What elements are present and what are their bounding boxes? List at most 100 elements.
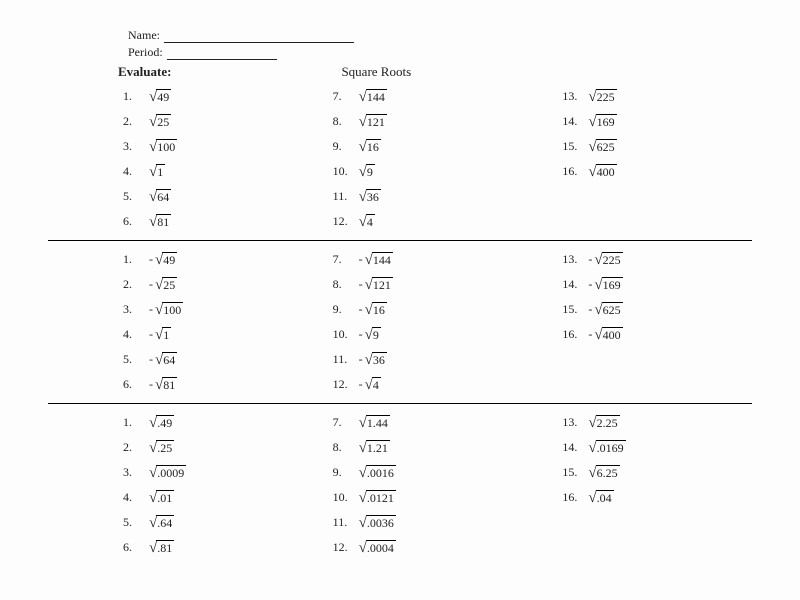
- problem-item: 10.√9: [333, 159, 523, 184]
- radicand-value: 81: [156, 214, 171, 229]
- radicand-value: 625: [596, 139, 617, 154]
- sqrt-symbol: √144: [365, 252, 393, 267]
- radicand-value: .0004: [366, 540, 396, 555]
- sqrt-expression: √1: [149, 164, 165, 179]
- problem-item: 9.√.0016: [333, 460, 523, 485]
- worksheet-page: Name: Period: Evaluate: Square Roots 1.√…: [0, 0, 800, 600]
- radical-sign-icon: √: [155, 278, 163, 292]
- sqrt-symbol: √81: [149, 214, 171, 229]
- column: 7.√1.448.√1.219.√.001610.√.012111.√.0036…: [333, 410, 523, 560]
- sqrt-symbol: √1: [149, 164, 165, 179]
- radicand-value: 625: [602, 302, 623, 317]
- sqrt-symbol: √64: [155, 352, 177, 367]
- radicand-value: .49: [156, 415, 174, 430]
- radicand-value: 49: [156, 89, 171, 104]
- title-row: Evaluate: Square Roots: [48, 64, 752, 80]
- problem-number: 14.: [562, 440, 588, 455]
- radical-sign-icon: √: [588, 165, 596, 179]
- problem-item: 11.√36: [333, 184, 523, 209]
- problem-item: 7.√144: [333, 84, 523, 109]
- column: 1.√492.√253.√1004.√15.√646.√81: [123, 84, 313, 234]
- negative-sign: -: [149, 277, 153, 292]
- problem-number: 9.: [333, 302, 359, 317]
- sqrt-symbol: √.49: [149, 415, 174, 430]
- problem-number: 6.: [123, 377, 149, 392]
- problem-number: 1.: [123, 415, 149, 430]
- radicand-value: 100: [162, 302, 183, 317]
- radicand-value: 36: [372, 352, 387, 367]
- radical-sign-icon: √: [149, 441, 157, 455]
- radical-sign-icon: √: [359, 90, 367, 104]
- worksheet-title: Square Roots: [341, 64, 411, 80]
- sqrt-symbol: √1: [155, 327, 171, 342]
- problem-section: 1.√492.√253.√1004.√15.√646.√817.√1448.√1…: [48, 84, 752, 234]
- sqrt-expression: √1.21: [359, 440, 390, 455]
- sqrt-expression: √36: [359, 189, 381, 204]
- problem-item: 7.√1.44: [333, 410, 523, 435]
- problem-item: 15.√625: [562, 134, 752, 159]
- radical-sign-icon: √: [149, 115, 157, 129]
- radical-sign-icon: √: [365, 328, 373, 342]
- radicand-value: 36: [366, 189, 381, 204]
- sqrt-expression: √.0016: [359, 465, 396, 480]
- sqrt-symbol: √25: [149, 114, 171, 129]
- problem-number: 15.: [562, 465, 588, 480]
- radicand-value: 1.44: [366, 415, 390, 430]
- problem-item: 7.-√144: [333, 247, 523, 272]
- sqrt-symbol: √36: [365, 352, 387, 367]
- problem-number: 11.: [333, 189, 359, 204]
- problem-number: 11.: [333, 515, 359, 530]
- column: 1.-√492.-√253.-√1004.-√15.-√646.-√81: [123, 247, 313, 397]
- radicand-value: 64: [156, 189, 171, 204]
- radicand-value: 169: [596, 114, 617, 129]
- section-divider: [48, 403, 752, 404]
- problem-number: 1.: [123, 89, 149, 104]
- column: 1.√.492.√.253.√.00094.√.015.√.646.√.81: [123, 410, 313, 560]
- radical-sign-icon: √: [149, 90, 157, 104]
- radical-sign-icon: √: [365, 278, 373, 292]
- sqrt-expression: -√400: [588, 327, 622, 342]
- sqrt-expression: -√81: [149, 377, 177, 392]
- problem-item: 1.√49: [123, 84, 313, 109]
- sqrt-symbol: √121: [359, 114, 387, 129]
- sqrt-expression: √100: [149, 139, 177, 154]
- negative-sign: -: [359, 327, 363, 342]
- problem-number: 3.: [123, 302, 149, 317]
- sqrt-expression: √225: [588, 89, 616, 104]
- problem-item: 14.√169: [562, 109, 752, 134]
- problem-number: 10.: [333, 490, 359, 505]
- negative-sign: -: [359, 252, 363, 267]
- sqrt-symbol: √81: [155, 377, 177, 392]
- radical-sign-icon: √: [594, 278, 602, 292]
- radical-sign-icon: √: [588, 115, 596, 129]
- problem-item: 6.√.81: [123, 535, 313, 560]
- problem-item: 12.-√4: [333, 372, 523, 397]
- problem-item: 13.√225: [562, 84, 752, 109]
- negative-sign: -: [149, 377, 153, 392]
- sqrt-expression: -√64: [149, 352, 177, 367]
- sqrt-symbol: √625: [594, 302, 622, 317]
- radical-sign-icon: √: [149, 190, 157, 204]
- sqrt-symbol: √9: [359, 164, 375, 179]
- sqrt-expression: √25: [149, 114, 171, 129]
- sqrt-symbol: √169: [588, 114, 616, 129]
- sqrt-symbol: √16: [365, 302, 387, 317]
- sqrt-expression: √49: [149, 89, 171, 104]
- problem-item: 16.√400: [562, 159, 752, 184]
- radical-sign-icon: √: [359, 140, 367, 154]
- problem-number: 9.: [333, 465, 359, 480]
- sqrt-expression: √.81: [149, 540, 174, 555]
- radical-sign-icon: √: [594, 253, 602, 267]
- radical-sign-icon: √: [359, 215, 367, 229]
- radical-sign-icon: √: [359, 115, 367, 129]
- radical-sign-icon: √: [359, 165, 367, 179]
- radicand-value: .0121: [366, 490, 396, 505]
- problem-number: 2.: [123, 114, 149, 129]
- radicand-value: .25: [156, 440, 174, 455]
- sqrt-symbol: √169: [594, 277, 622, 292]
- sqrt-symbol: √100: [155, 302, 183, 317]
- negative-sign: -: [588, 327, 592, 342]
- problem-item: 16.√.04: [562, 485, 752, 510]
- sqrt-symbol: √1.21: [359, 440, 390, 455]
- radicand-value: .01: [156, 490, 174, 505]
